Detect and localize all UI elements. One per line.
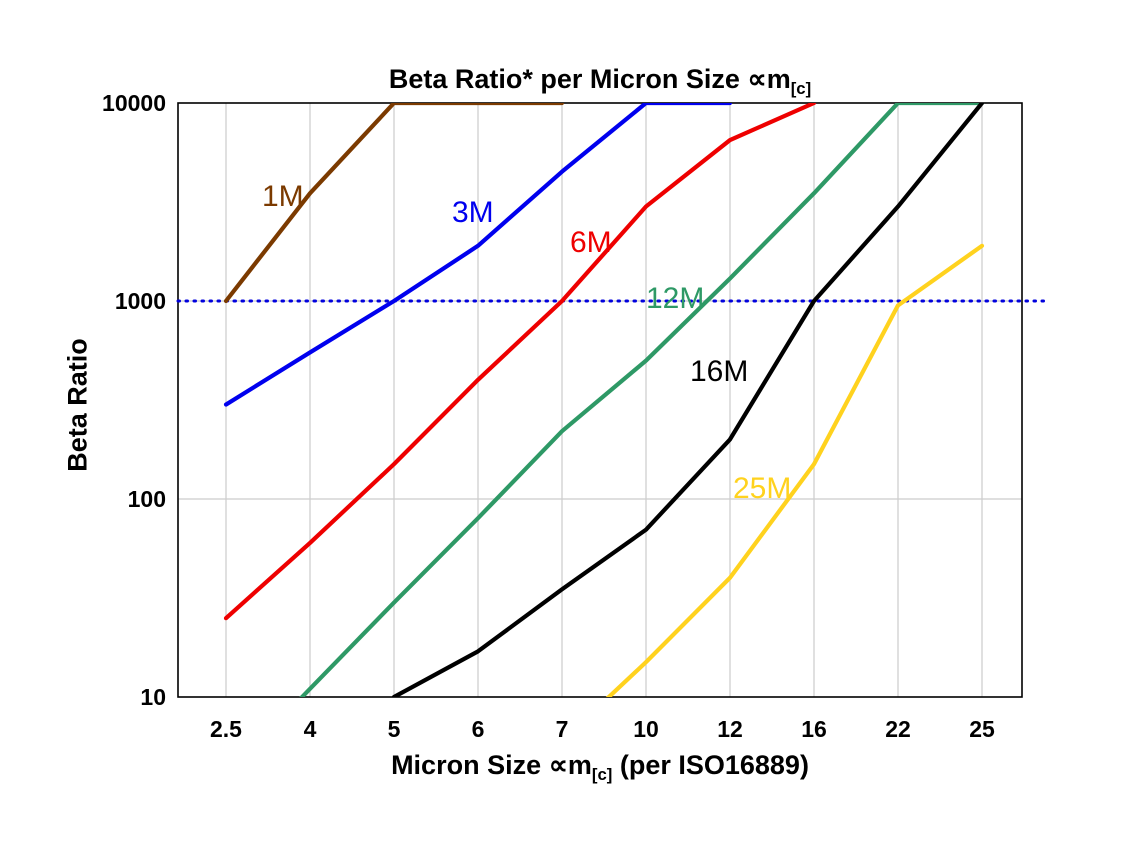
- series-line-1M: [223, 103, 565, 304]
- series-line-16M: [391, 103, 985, 697]
- series-label-25M: 25M: [733, 472, 791, 505]
- series-line-12M: [299, 103, 985, 697]
- x-tick-label: 22: [885, 716, 911, 742]
- x-tick-label: 25: [969, 716, 995, 742]
- x-tick-label: 6: [472, 716, 485, 742]
- chart-title-subscript: [c]: [790, 78, 812, 98]
- series-label-3M: 3M: [452, 196, 494, 229]
- y-axis-title: Beta Ratio: [63, 338, 94, 472]
- y-tick-label: 100: [128, 486, 166, 512]
- series-label-1M: 1M: [262, 180, 304, 213]
- series-line-3M: [223, 103, 733, 407]
- x-axis-title-subscript: [c]: [591, 764, 613, 784]
- y-tick-label: 10: [140, 684, 166, 710]
- x-axis-title: Micron Size ∝m[c] (per ISO16889): [178, 750, 1022, 784]
- x-tick-label: 16: [801, 716, 827, 742]
- chart-title-text: Beta Ratio* per Micron Size ∝m: [388, 64, 791, 94]
- y-tick-label: 1000: [115, 288, 166, 314]
- series-line-25M: [605, 243, 985, 697]
- series-label-16M: 16M: [690, 355, 748, 388]
- y-tick-label: 10000: [102, 90, 166, 116]
- x-axis-title-text: Micron Size ∝m: [391, 750, 592, 780]
- x-tick-label: 10: [633, 716, 659, 742]
- x-tick-label: 5: [388, 716, 401, 742]
- y-axis-title-text: Beta Ratio: [62, 338, 93, 472]
- series-label-12M: 12M: [646, 282, 704, 315]
- x-axis-title-suffix: (per ISO16889): [612, 750, 809, 780]
- x-tick-label: 2.5: [210, 716, 242, 742]
- chart-title: Beta Ratio* per Micron Size ∝m[c]: [178, 64, 1022, 98]
- x-tick-label: 12: [717, 716, 743, 742]
- x-tick-label: 7: [556, 716, 569, 742]
- series-line-6M: [223, 103, 817, 621]
- x-tick-label: 4: [304, 716, 317, 742]
- series-label-6M: 6M: [570, 226, 612, 259]
- plot-border: [177, 102, 1023, 698]
